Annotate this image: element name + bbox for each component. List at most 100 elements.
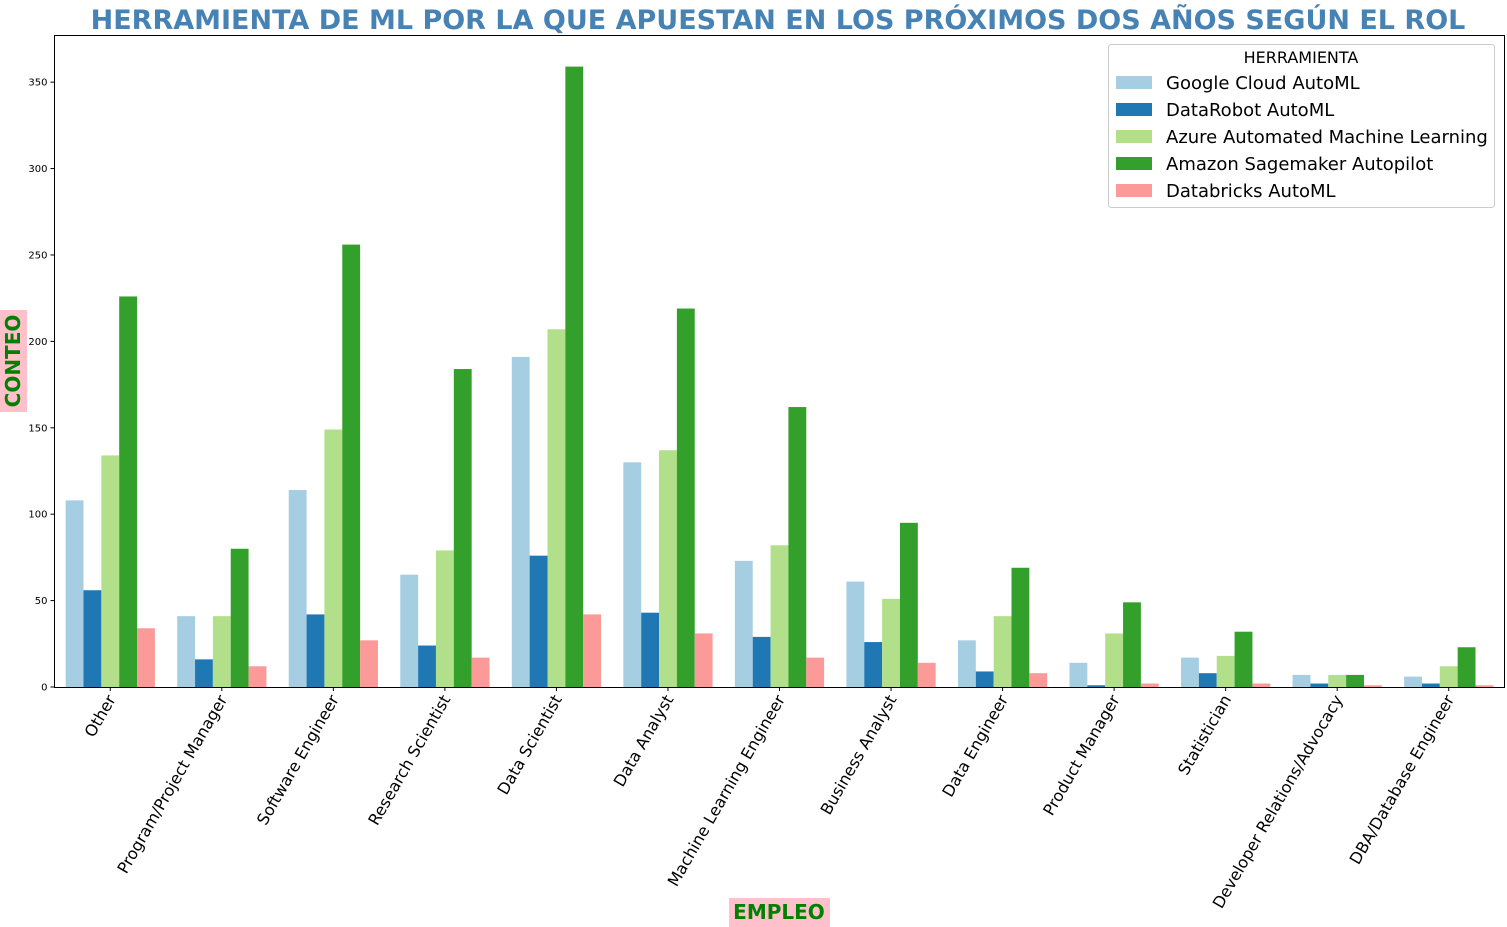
x-tick-label-3: Research Scientist (364, 692, 454, 829)
legend-label-3: Azure Automated Machine Learning (1166, 127, 1488, 148)
bar-4-10 (1123, 602, 1141, 687)
y-axis-ticks: 0 50 100 150 200 250 300 350 (28, 78, 55, 694)
legend-swatch-1 (1116, 76, 1152, 89)
bar-4-12 (1346, 674, 1364, 687)
legend-title: HERRAMIENTA (1244, 48, 1359, 67)
y-tick-label-2: 100 (28, 510, 47, 521)
y-tick-label-0: 0 (41, 683, 47, 694)
bar-5-2 (248, 666, 267, 687)
bar-1-12 (1292, 674, 1311, 687)
bar-2-9 (975, 671, 994, 687)
y-tick-label-1: 50 (35, 596, 48, 607)
bar-1-6 (623, 462, 642, 687)
bar-2-1 (83, 590, 102, 687)
bar-2-11 (1198, 673, 1217, 687)
bar-1-1 (65, 500, 84, 687)
plot-frame (54, 35, 1505, 688)
bar-1-10 (1069, 662, 1088, 687)
bar-5-12 (1363, 685, 1382, 687)
bar-2-13 (1421, 683, 1440, 687)
bar-1-13 (1404, 676, 1422, 687)
y-axis-label: CONTEO (1, 315, 25, 408)
bar-4-7 (788, 407, 807, 687)
bar-3-3 (324, 429, 343, 687)
chart-title: HERRAMIENTA DE ML POR LA QUE APUESTAN EN… (91, 4, 1466, 36)
legend-swatch-5 (1116, 184, 1152, 197)
bar-5-9 (1029, 673, 1048, 687)
legend: HERRAMIENTA Google Cloud AutoML DataRobot… (1108, 44, 1495, 208)
x-tick-label-2: Software Engineer (253, 691, 343, 828)
bar-3-12 (1328, 674, 1347, 687)
x-axis-label: EMPLEO (733, 900, 825, 924)
bar-3-4 (435, 550, 454, 687)
legend-box (1108, 44, 1495, 208)
x-tick-label-0: Other (81, 691, 120, 740)
legend-label-4: Amazon Sagemaker Autopilot (1166, 154, 1433, 175)
bars-layer (65, 66, 1494, 688)
bar-5-11 (1252, 683, 1271, 687)
bar-1-8 (846, 581, 865, 687)
bar-2-6 (641, 612, 660, 687)
bar-4-5 (565, 66, 584, 688)
bar-2-12 (1310, 683, 1329, 687)
bar-5-8 (917, 662, 936, 687)
bar-4-1 (119, 296, 138, 687)
bar-3-8 (882, 598, 900, 687)
x-tick-label-1: Program/Project Manager (113, 691, 231, 877)
bar-5-3 (360, 640, 378, 687)
bar-2-3 (306, 614, 325, 687)
y-tick-label-5: 250 (28, 250, 47, 261)
x-tick-label-9: Product Manager (1039, 691, 1124, 819)
legend-label-1: Google Cloud AutoML (1166, 73, 1360, 94)
legend-swatch-3 (1116, 130, 1152, 143)
y-axis-label-group: CONTEO (0, 310, 27, 412)
bar-1-3 (288, 489, 307, 687)
bar-4-13 (1457, 647, 1476, 687)
bar-2-7 (752, 636, 771, 687)
bar-2-5 (529, 555, 548, 687)
x-tick-label-6: Machine Learning Engineer (664, 691, 790, 890)
bar-5-10 (1140, 683, 1159, 687)
y-tick-label-7: 350 (28, 78, 47, 89)
legend-items: Google Cloud AutoML DataRobot AutoML Azure… (1116, 73, 1488, 202)
bar-2-10 (1087, 685, 1106, 687)
bar-5-6 (694, 633, 713, 687)
bar-1-11 (1181, 657, 1199, 687)
bar-4-9 (1011, 567, 1030, 687)
bar-5-7 (806, 657, 825, 687)
bar-3-7 (770, 545, 789, 687)
x-axis-label-background (729, 898, 830, 927)
bar-5-1 (137, 628, 155, 687)
bar-3-5 (547, 329, 566, 687)
bar-4-11 (1234, 631, 1253, 687)
bar-1-5 (511, 356, 530, 687)
bar-1-7 (734, 560, 753, 687)
x-tick-label-11: Developer Relations/Advocacy (1209, 692, 1347, 912)
bar-5-13 (1475, 685, 1494, 687)
bar-4-2 (230, 548, 249, 687)
bar-3-6 (659, 450, 677, 687)
bar-3-9 (993, 616, 1012, 687)
bar-1-2 (177, 616, 196, 687)
legend-swatch-4 (1116, 157, 1152, 170)
legend-label-5: Databricks AutoML (1166, 181, 1336, 202)
bar-3-2 (212, 616, 231, 687)
bar-4-4 (453, 369, 472, 687)
y-axis-label-background (0, 310, 27, 412)
bar-3-1 (101, 455, 120, 687)
bar-4-8 (899, 522, 918, 687)
x-axis-label-group: EMPLEO (729, 898, 830, 927)
bar-1-9 (957, 640, 976, 687)
x-tick-label-8: Data Engineer (938, 691, 1012, 800)
x-tick-label-4: Data Scientist (493, 692, 565, 798)
bar-5-5 (583, 614, 602, 687)
bar-4-6 (676, 308, 695, 687)
y-tick-label-6: 300 (28, 164, 47, 175)
bar-5-4 (471, 657, 490, 687)
bar-2-8 (864, 642, 883, 687)
bar-3-11 (1216, 655, 1235, 687)
legend-label-2: DataRobot AutoML (1166, 100, 1334, 121)
y-tick-label-3: 150 (28, 423, 47, 434)
bar-3-13 (1439, 666, 1458, 687)
